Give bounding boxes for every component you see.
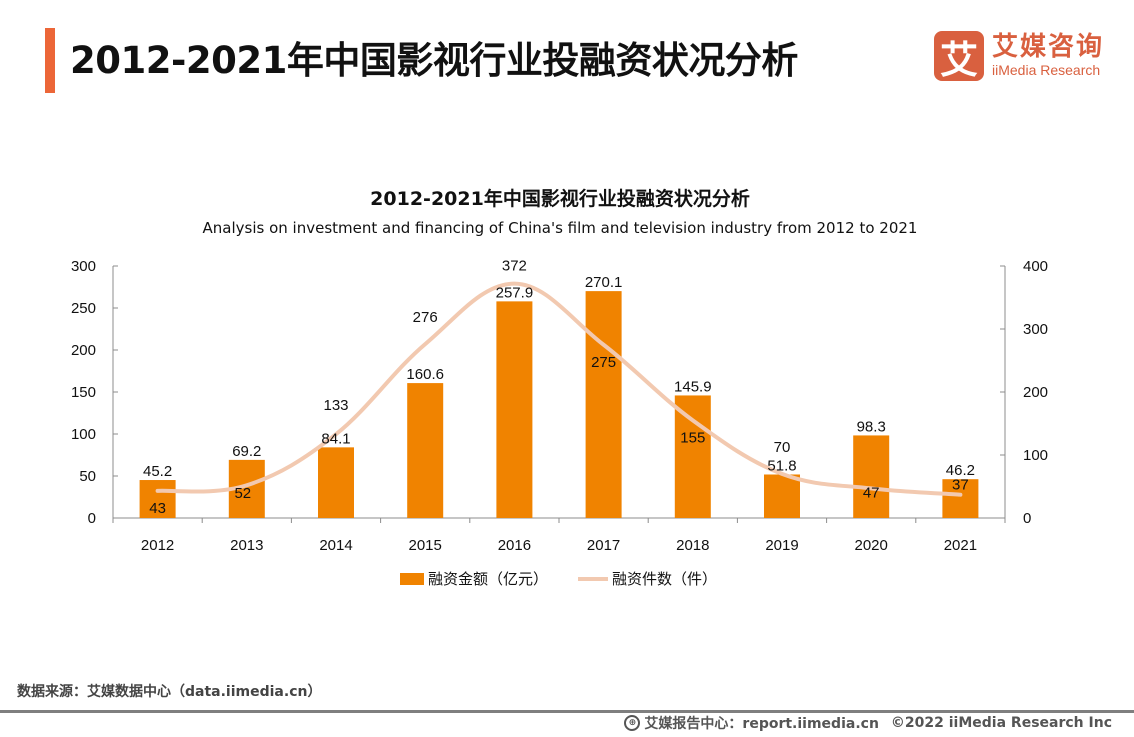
x-tick-label: 2018 <box>676 537 709 554</box>
bar-value-label: 257.9 <box>496 284 534 301</box>
legend-item-count[interactable]: 融资件数（件） <box>578 568 717 589</box>
x-tick-label: 2021 <box>944 537 977 554</box>
chart-subtitle: Analysis on investment and financing of … <box>202 219 918 237</box>
line-value-label: 133 <box>323 397 348 414</box>
data-labels: 45.2 69.2 84.1 160.6 257.9 270.1 145.9 51.8 98.3… <box>143 258 975 517</box>
bar-value-label: 45.2 <box>143 463 172 480</box>
globe-icon: ⊕ <box>624 715 641 731</box>
bar-value-label: 145.9 <box>674 378 712 395</box>
y-left-tick-label: 0 <box>88 510 96 527</box>
logo-name-en: iiMedia Research <box>992 62 1101 78</box>
x-tick-label: 2013 <box>230 537 263 554</box>
y-right-tick-label: 100 <box>1023 447 1048 464</box>
logo-name-cn: 艾媒咨询 <box>992 32 1105 62</box>
y-right-tick-label: 200 <box>1023 384 1048 401</box>
y-right-tick-label: 0 <box>1023 510 1031 527</box>
bar <box>496 301 533 518</box>
line-value-label: 47 <box>863 484 880 501</box>
bar <box>674 395 711 518</box>
bar <box>764 474 800 518</box>
line-value-label: 275 <box>591 354 616 371</box>
line-value-label: 155 <box>680 429 705 446</box>
y-left-tick-label: 50 <box>79 468 96 485</box>
x-tick-label: 2019 <box>765 537 798 554</box>
legend-bar-swatch-icon <box>400 572 424 585</box>
line-value-label: 372 <box>502 258 527 275</box>
bar-series <box>139 291 979 518</box>
line-series <box>155 281 963 497</box>
chart-title: 2012-2021年中国影视行业投融资状况分析 <box>370 188 750 210</box>
page-title: 2012-2021年中国影视行业投融资状况分析 <box>70 39 798 82</box>
line-value-label: 52 <box>234 485 251 502</box>
bar-value-label: 84.1 <box>321 430 350 447</box>
x-tick-label: 2015 <box>409 537 442 554</box>
copyright: ©2022 iiMedia Research Inc <box>890 715 1112 731</box>
y-left-tick-label: 300 <box>71 258 96 275</box>
bar-value-label: 51.8 <box>767 457 796 474</box>
y-left-tick-label: 250 <box>71 300 96 317</box>
logo-text: 艾媒咨询 iiMedia Research <box>992 33 1104 79</box>
legend-label-amount: 融资金额（亿元） <box>428 570 549 588</box>
bar <box>318 447 354 518</box>
bar <box>585 291 622 518</box>
axes: 0 50 100 150 200 250 300 0 100 200 300 400 2012 2013 2… <box>71 258 1048 554</box>
y-right-tick-label: 300 <box>1023 321 1048 338</box>
line-value-label: 70 <box>774 439 791 456</box>
y-right-tick-label: 400 <box>1023 258 1048 275</box>
x-tick-label: 2017 <box>587 537 620 554</box>
count-line <box>155 281 963 497</box>
bar-value-label: 98.3 <box>857 418 886 435</box>
report-center-link[interactable]: 艾媒报告中心：report.iimedia.cn <box>644 716 879 732</box>
bar-value-label: 270.1 <box>585 274 623 291</box>
x-tick-label: 2012 <box>141 537 174 554</box>
data-source: 数据来源：艾媒数据中心（data.iimedia.cn） <box>17 684 322 700</box>
bar <box>853 435 890 518</box>
legend-item-amount[interactable]: 融资金额（亿元） <box>400 568 548 589</box>
footer-divider <box>0 710 1134 713</box>
title-accent-bar <box>45 28 55 93</box>
line-value-label: 37 <box>952 477 969 494</box>
bar-value-label: 69.2 <box>232 443 261 460</box>
x-tick-label: 2014 <box>319 537 352 554</box>
bar <box>942 479 979 518</box>
legend-line-swatch-icon <box>578 576 609 581</box>
footer: ⊕ 艾媒报告中心：report.iimedia.cn ©2022 iiMedia… <box>624 713 1124 733</box>
y-left-tick-label: 150 <box>71 384 96 401</box>
bar <box>139 480 176 518</box>
y-left-tick-label: 100 <box>71 426 96 443</box>
legend: 融资金额（亿元） 融资件数（件） <box>400 568 747 589</box>
line-value-label: 43 <box>149 500 166 517</box>
bar-value-label: 46.2 <box>946 462 975 479</box>
iimedia-logo: 艾 艾媒咨询 iiMedia Research <box>934 31 1104 82</box>
bar-value-label: 160.6 <box>406 366 444 383</box>
logo-mark-icon: 艾 <box>934 31 984 82</box>
x-tick-label: 2016 <box>498 537 531 554</box>
legend-label-count: 融资件数（件） <box>612 570 718 588</box>
x-tick-label: 2020 <box>855 537 888 554</box>
bar <box>407 383 444 518</box>
y-left-tick-label: 200 <box>71 342 96 359</box>
line-value-label: 276 <box>413 309 438 326</box>
